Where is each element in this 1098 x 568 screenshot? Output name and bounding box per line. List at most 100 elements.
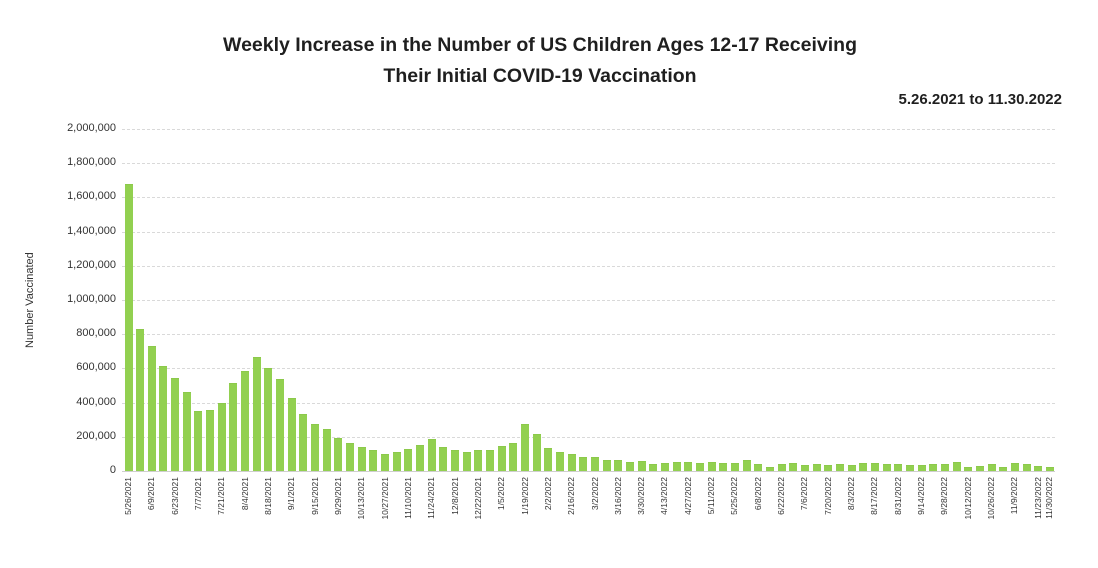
x-tick-label: 12/22/2021 <box>472 477 483 520</box>
bar <box>637 461 646 471</box>
bar <box>614 459 623 471</box>
bar <box>427 439 436 471</box>
bar <box>311 424 320 471</box>
x-tick-label: 2/16/2022 <box>566 477 577 515</box>
gridline <box>122 300 1055 301</box>
bar <box>789 463 798 471</box>
gridline <box>122 436 1055 438</box>
x-tick-label: 10/27/2021 <box>379 477 390 520</box>
bar <box>812 464 821 471</box>
x-tick-label: 9/15/2021 <box>309 477 320 515</box>
bar <box>567 453 576 471</box>
bar <box>929 464 938 471</box>
bar <box>124 183 133 471</box>
y-tick-label: 0 <box>109 464 116 476</box>
bar <box>171 377 180 471</box>
bar <box>591 457 599 471</box>
x-tick-label: 7/6/2022 <box>799 477 810 511</box>
y-tick-label: 1,800,000 <box>67 156 116 169</box>
bar <box>1034 466 1043 471</box>
bar <box>952 461 961 471</box>
bar <box>229 383 238 471</box>
gridline <box>122 368 1055 370</box>
x-tick-label: 9/29/2021 <box>332 477 343 515</box>
y-tick-label: 600,000 <box>76 361 116 374</box>
gridline <box>122 163 1055 165</box>
bar <box>835 463 844 471</box>
x-tick-label: 12/8/2021 <box>449 477 460 515</box>
bar <box>742 460 751 471</box>
bar <box>602 460 611 471</box>
gridline <box>122 197 1055 199</box>
x-tick-label: 8/31/2022 <box>892 477 903 515</box>
x-tick-label: 11/10/2021 <box>402 477 413 519</box>
bar <box>870 462 879 471</box>
bar <box>882 464 891 471</box>
gridline <box>122 129 1055 130</box>
bar <box>859 462 868 471</box>
bar <box>905 464 914 471</box>
bar <box>276 378 285 471</box>
x-tick-label: 5/25/2022 <box>729 477 740 515</box>
x-tick-label: 7/20/2022 <box>822 477 833 515</box>
bar <box>439 447 448 471</box>
x-tick-label: 7/21/2021 <box>216 477 227 515</box>
x-tick-label: 8/17/2022 <box>869 477 880 515</box>
y-tick-label: 1,400,000 <box>67 224 116 237</box>
bar <box>147 346 156 471</box>
bar <box>917 464 926 471</box>
bar <box>730 463 739 471</box>
x-tick-label: 4/13/2022 <box>659 477 670 515</box>
y-tick-label: 1,000,000 <box>67 293 116 305</box>
x-tick-label: 3/16/2022 <box>612 477 623 515</box>
bar <box>217 402 226 471</box>
bar <box>182 392 191 471</box>
bar <box>369 450 378 471</box>
chart-title-line1: Weekly Increase in the Number of US Chil… <box>223 34 857 56</box>
bar <box>999 466 1008 471</box>
bar <box>625 462 634 471</box>
x-tick-label: 9/14/2022 <box>916 477 927 515</box>
bar <box>299 413 308 471</box>
bar <box>695 462 704 471</box>
bar <box>777 463 786 471</box>
x-tick-label: 10/26/2022 <box>986 477 997 520</box>
x-tick-label: 10/12/2022 <box>962 477 973 520</box>
bar <box>392 452 401 471</box>
x-tick-label: 2/2/2022 <box>542 477 553 511</box>
x-tick-label: 1/5/2022 <box>496 477 507 511</box>
x-tick-label: 6/9/2021 <box>146 477 157 511</box>
bar <box>497 446 506 471</box>
gridline <box>122 402 1055 404</box>
bar <box>416 444 425 471</box>
bar <box>159 366 168 471</box>
x-tick-label: 8/4/2021 <box>239 477 250 511</box>
bar <box>521 423 530 471</box>
bar <box>252 357 261 471</box>
bar <box>381 453 390 471</box>
bar <box>509 442 518 471</box>
chart-subtitle: 5.26.2021 to 11.30.2022 <box>898 91 1062 108</box>
gridline <box>122 471 1055 472</box>
gridline <box>122 231 1055 233</box>
y-tick-label: 200,000 <box>76 429 116 442</box>
y-tick-label: 1,200,000 <box>67 258 116 271</box>
x-tick-label: 11/9/2022 <box>1009 477 1020 515</box>
bar <box>1010 463 1019 471</box>
bar <box>940 464 949 471</box>
y-tick-label: 400,000 <box>76 395 116 408</box>
x-tick-label: 8/18/2021 <box>262 477 273 515</box>
bar <box>800 465 809 471</box>
bar <box>462 452 471 471</box>
bar <box>451 450 460 471</box>
x-tick-label: 4/27/2022 <box>682 477 693 515</box>
gridline <box>122 265 1055 267</box>
bar <box>334 437 343 471</box>
y-axis-title: Number Vaccinated <box>24 252 36 348</box>
bar <box>206 410 215 471</box>
x-tick-label: 10/13/2021 <box>356 477 367 520</box>
x-tick-label: 9/28/2022 <box>939 477 950 515</box>
bar <box>532 433 541 471</box>
bar <box>322 429 331 471</box>
